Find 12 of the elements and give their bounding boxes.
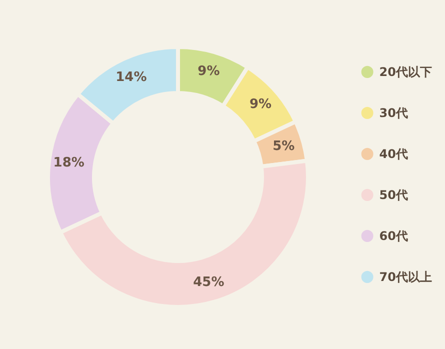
legend-label: 30代 bbox=[379, 106, 408, 120]
legend-label: 20代以下 bbox=[379, 65, 432, 79]
data-label: 9% bbox=[249, 96, 272, 112]
data-label: 45% bbox=[193, 275, 224, 290]
legend-label: 60代 bbox=[379, 229, 408, 243]
data-label: 18% bbox=[53, 156, 84, 171]
legend-label: 40代 bbox=[379, 147, 408, 161]
data-label: 5% bbox=[272, 138, 295, 154]
data-label: 9% bbox=[198, 64, 220, 79]
data-label: 14% bbox=[116, 70, 147, 85]
legend-label: 70代以上 bbox=[379, 270, 432, 284]
legend-label: 50代 bbox=[379, 188, 408, 202]
